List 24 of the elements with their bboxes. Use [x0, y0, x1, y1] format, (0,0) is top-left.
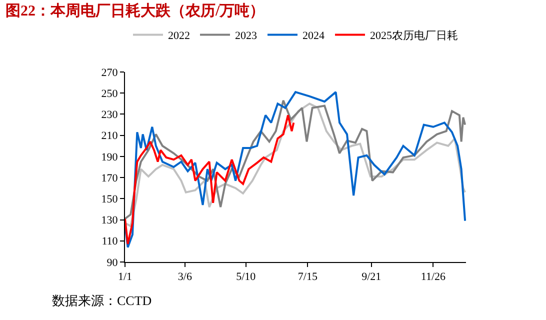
- legend-label: 2025农历电厂日耗: [370, 28, 458, 42]
- y-tick-label: 230: [101, 109, 118, 122]
- y-tick-label: 270: [101, 66, 118, 79]
- chart-title: 图22：本周电厂日耗大跌（农历/万吨）: [5, 2, 265, 20]
- x-tick-label: 1/1: [118, 271, 132, 284]
- x-tick-label: 3/6: [178, 271, 192, 284]
- x-tick-label: 9/21: [362, 271, 382, 284]
- y-tick-label: 170: [101, 172, 118, 184]
- y-tick-label: 90: [106, 256, 118, 269]
- y-tick-label: 210: [101, 130, 118, 142]
- legend-label: 2024: [302, 30, 325, 42]
- y-tick-label: 250: [101, 88, 118, 100]
- x-tick-label: 7/15: [298, 271, 318, 284]
- x-tick-label: 11/26: [420, 271, 446, 284]
- legend-label: 2022: [168, 30, 190, 42]
- legend-label: 2023: [235, 30, 258, 42]
- line-series: [125, 114, 295, 246]
- y-tick-label: 110: [102, 236, 118, 248]
- x-tick-label: 5/10: [236, 271, 256, 284]
- source-note: 数据来源：CCTD: [52, 293, 152, 308]
- y-tick-label: 190: [101, 151, 118, 164]
- y-tick-label: 130: [101, 214, 118, 227]
- y-tick-label: 150: [101, 194, 118, 206]
- line-series: [125, 91, 466, 248]
